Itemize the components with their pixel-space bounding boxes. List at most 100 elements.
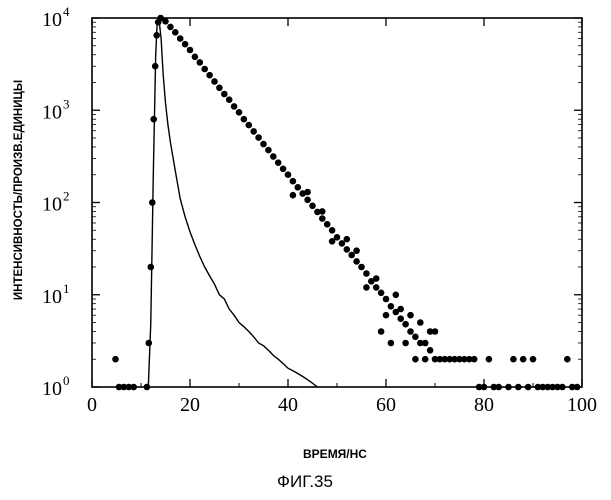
data-point xyxy=(197,59,204,66)
data-point xyxy=(363,270,370,277)
data-point xyxy=(187,47,194,54)
data-point xyxy=(393,292,400,299)
data-point xyxy=(221,91,228,98)
data-point xyxy=(402,340,409,347)
data-point xyxy=(422,356,429,363)
data-point xyxy=(192,54,199,61)
data-point xyxy=(525,384,532,391)
series-fast-decay xyxy=(148,20,317,387)
data-point xyxy=(520,356,527,363)
data-point xyxy=(344,236,351,243)
y-tick-label-exponent: 0 xyxy=(63,373,70,388)
x-tick-label: 60 xyxy=(376,394,396,416)
data-point xyxy=(530,356,537,363)
plot-frame xyxy=(92,18,582,387)
data-point xyxy=(255,134,262,141)
data-point xyxy=(329,238,336,245)
y-tick-label-exponent: 4 xyxy=(63,4,70,19)
data-point xyxy=(353,258,360,265)
data-point xyxy=(275,159,282,166)
data-point xyxy=(329,227,336,234)
data-point xyxy=(397,306,404,313)
data-point xyxy=(172,29,179,36)
data-point xyxy=(422,340,429,347)
data-point xyxy=(344,246,351,253)
data-point xyxy=(304,189,311,196)
x-tick-label: 0 xyxy=(87,394,97,416)
data-point xyxy=(285,171,292,178)
data-point xyxy=(407,328,414,335)
data-point xyxy=(397,315,404,322)
data-point xyxy=(378,328,385,335)
data-point xyxy=(162,18,169,25)
x-tick-label: 40 xyxy=(278,394,298,416)
data-point xyxy=(564,356,571,363)
y-tick-label: 10 xyxy=(42,378,62,400)
data-point xyxy=(201,66,208,73)
data-point xyxy=(319,208,326,215)
data-point xyxy=(112,356,119,363)
y-axis-label: ИНТЕНСИВНОСТЬ/ПРОИЗВ.ЕДИНИЦЫ xyxy=(13,80,25,300)
data-point xyxy=(373,275,380,282)
data-point xyxy=(510,356,517,363)
y-tick-label: 10 xyxy=(42,9,62,31)
data-point xyxy=(148,264,155,271)
y-tick-label: 10 xyxy=(42,101,62,123)
data-point xyxy=(373,284,380,291)
x-tick-label: 80 xyxy=(474,394,494,416)
x-axis-label: ВРЕМЯ/НС xyxy=(303,447,367,461)
data-point xyxy=(226,96,233,103)
data-point xyxy=(412,356,419,363)
data-point xyxy=(290,178,297,185)
data-point xyxy=(388,303,395,310)
x-tick-label: 100 xyxy=(567,394,597,416)
data-point xyxy=(177,35,184,42)
data-point xyxy=(130,384,137,391)
data-point xyxy=(241,116,248,123)
data-point xyxy=(144,384,151,391)
figure-caption: ФИГ.35 xyxy=(277,472,333,491)
data-point xyxy=(427,347,434,354)
data-point xyxy=(270,153,277,160)
data-point xyxy=(295,184,302,191)
data-point xyxy=(486,356,493,363)
series-slow-decay xyxy=(112,15,580,391)
y-tick-label-exponent: 3 xyxy=(63,96,70,111)
data-point xyxy=(319,215,326,222)
data-point xyxy=(290,192,297,199)
data-point xyxy=(353,247,360,254)
data-point xyxy=(407,312,414,319)
data-point xyxy=(515,384,522,391)
data-point xyxy=(495,384,502,391)
data-point xyxy=(432,328,439,335)
data-point xyxy=(388,340,395,347)
data-point xyxy=(265,147,272,154)
data-point xyxy=(559,384,566,391)
data-point xyxy=(363,284,370,291)
data-point xyxy=(206,72,213,79)
data-point xyxy=(417,319,424,326)
data-point xyxy=(250,128,257,135)
data-point xyxy=(324,221,331,228)
y-tick-label-exponent: 1 xyxy=(63,281,70,296)
data-point xyxy=(402,321,409,328)
data-point xyxy=(358,264,365,271)
data-point xyxy=(246,122,253,129)
data-point xyxy=(412,334,419,341)
y-tick-label: 10 xyxy=(42,286,62,308)
y-tick-label-exponent: 2 xyxy=(63,189,70,204)
data-point xyxy=(182,41,189,48)
data-point xyxy=(378,290,385,297)
series-line xyxy=(148,20,317,387)
y-tick-label: 10 xyxy=(42,194,62,216)
data-point xyxy=(304,197,311,204)
data-point xyxy=(383,312,390,319)
data-point xyxy=(383,296,390,303)
data-point xyxy=(211,78,218,85)
data-point xyxy=(471,356,478,363)
data-point xyxy=(231,103,238,110)
data-point xyxy=(167,24,174,31)
data-point xyxy=(280,166,287,173)
data-point xyxy=(146,340,153,347)
